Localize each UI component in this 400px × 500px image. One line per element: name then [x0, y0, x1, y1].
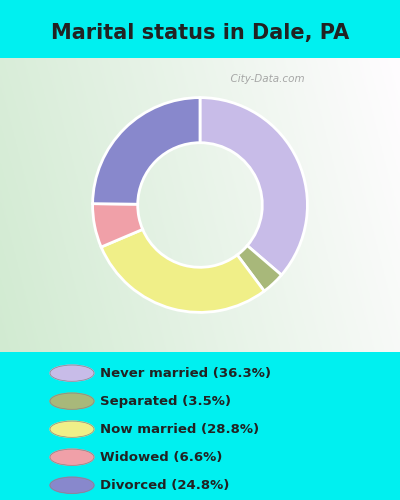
Text: Now married (28.8%): Now married (28.8%)	[100, 422, 259, 436]
Wedge shape	[200, 98, 308, 275]
Text: Widowed (6.6%): Widowed (6.6%)	[100, 450, 222, 464]
Wedge shape	[93, 98, 200, 204]
Text: Divorced (24.8%): Divorced (24.8%)	[100, 479, 229, 492]
Circle shape	[50, 365, 94, 382]
Circle shape	[50, 393, 94, 409]
Text: Marital status in Dale, PA: Marital status in Dale, PA	[51, 24, 349, 44]
Wedge shape	[101, 230, 264, 312]
Wedge shape	[92, 204, 143, 247]
Circle shape	[50, 421, 94, 438]
Wedge shape	[237, 246, 282, 291]
Text: Separated (3.5%): Separated (3.5%)	[100, 394, 231, 407]
Circle shape	[50, 449, 94, 466]
Text: Never married (36.3%): Never married (36.3%)	[100, 366, 271, 380]
Circle shape	[50, 477, 94, 494]
Text: City-Data.com: City-Data.com	[224, 74, 304, 84]
